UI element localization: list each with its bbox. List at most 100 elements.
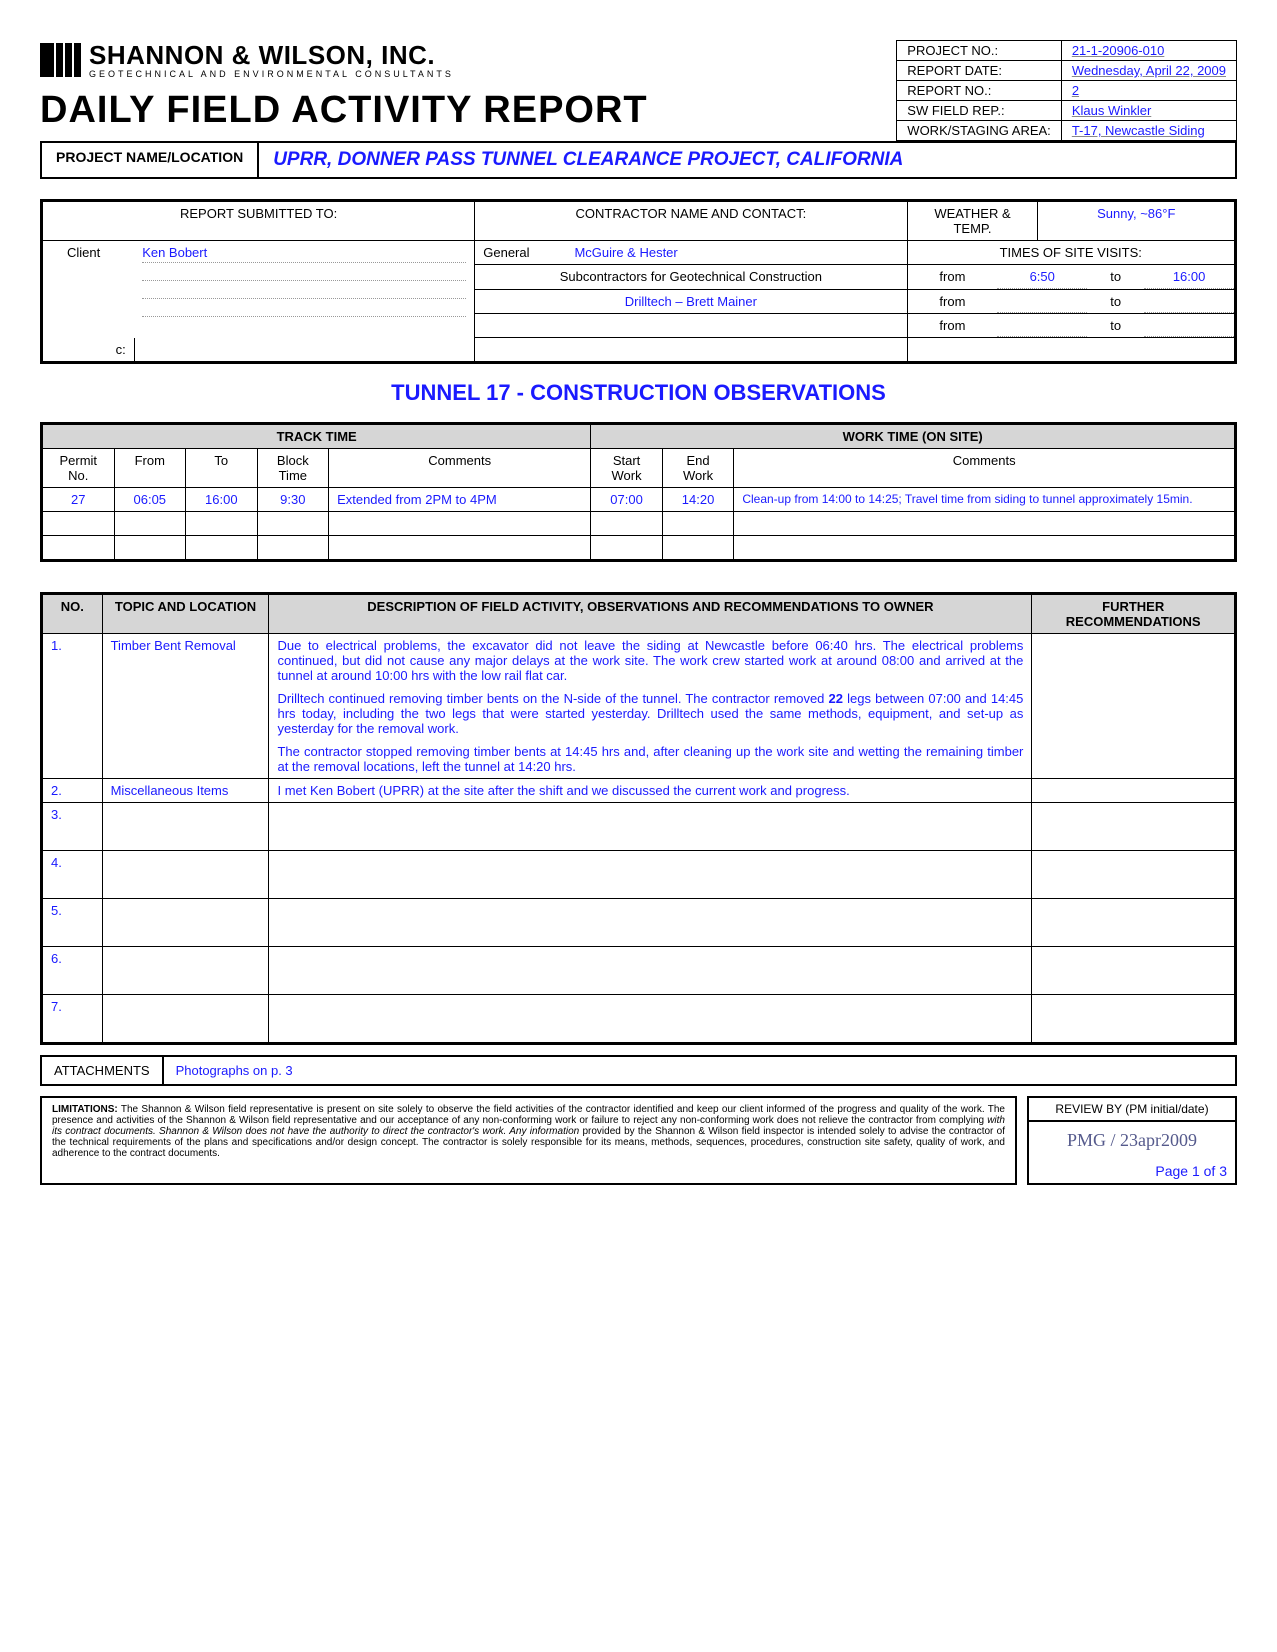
- cc-label: c:: [43, 338, 135, 362]
- attachments-value: Photographs on p. 3: [164, 1057, 1235, 1084]
- meta-label: WORK/STAGING AREA:: [897, 121, 1062, 141]
- review-box: REVIEW BY (PM initial/date) PMG / 23apr2…: [1027, 1096, 1237, 1185]
- company-logo-block: SHANNON & WILSON, INC. GEOTECHNICAL AND …: [40, 40, 876, 138]
- activity-no: 4.: [43, 850, 103, 898]
- client-label: Client: [67, 245, 126, 260]
- activity-topic: [102, 994, 269, 1042]
- col-from: From: [114, 448, 186, 487]
- visit-to-label: to: [1087, 265, 1144, 289]
- activity-desc: [269, 850, 1032, 898]
- meta-value: 21-1-20906-010: [1061, 41, 1236, 61]
- col-comments2: Comments: [734, 448, 1235, 487]
- activity-rec: [1032, 633, 1235, 778]
- activity-table-wrap: NO. TOPIC AND LOCATION DESCRIPTION OF FI…: [40, 592, 1237, 1045]
- activity-no: 1.: [43, 633, 103, 778]
- cell-comments2: Clean-up from 14:00 to 14:25; Travel tim…: [734, 487, 1235, 511]
- activity-rec: [1032, 994, 1235, 1042]
- report-title: DAILY FIELD ACTIVITY REPORT: [40, 89, 876, 132]
- visit-from-label: from: [908, 314, 998, 337]
- logo-icon: [40, 43, 81, 77]
- col-rec: FURTHER RECOMMENDATIONS: [1032, 594, 1235, 633]
- cell-block: 9:30: [257, 487, 329, 511]
- disclaimer-heading: LIMITATIONS:: [52, 1104, 118, 1115]
- activity-no: 6.: [43, 946, 103, 994]
- activity-desc: [269, 994, 1032, 1042]
- weather-value: Sunny, ~86°F: [1038, 202, 1235, 241]
- activity-rec: [1032, 898, 1235, 946]
- activity-topic: [102, 946, 269, 994]
- col-permit: Permit No.: [43, 448, 115, 487]
- review-label: REVIEW BY (PM initial/date): [1029, 1098, 1235, 1122]
- activity-desc: [269, 802, 1032, 850]
- col-desc: DESCRIPTION OF FIELD ACTIVITY, OBSERVATI…: [269, 594, 1032, 633]
- col-to: To: [186, 448, 258, 487]
- cell-permit: 27: [43, 487, 115, 511]
- sub-value: Drilltech – Brett Mainer: [475, 290, 907, 314]
- review-page: Page 1 of 3: [1029, 1159, 1235, 1183]
- company-subtitle: GEOTECHNICAL AND ENVIRONMENTAL CONSULTAN…: [89, 69, 454, 79]
- activity-topic: [102, 850, 269, 898]
- meta-label: REPORT DATE:: [897, 61, 1062, 81]
- visit-to: 16:00: [1144, 265, 1234, 289]
- activity-desc: I met Ken Bobert (UPRR) at the site afte…: [269, 778, 1032, 802]
- cell-start: 07:00: [591, 487, 663, 511]
- meta-label: PROJECT NO.:: [897, 41, 1062, 61]
- activity-topic: [102, 802, 269, 850]
- cell-comments1: Extended from 2PM to 4PM: [329, 487, 591, 511]
- visit-from: 6:50: [997, 265, 1087, 289]
- visits-label: TIMES OF SITE VISITS:: [907, 241, 1235, 265]
- company-name: SHANNON & WILSON, INC.: [89, 40, 454, 71]
- activity-topic: Miscellaneous Items: [102, 778, 269, 802]
- section-heading: TUNNEL 17 - CONSTRUCTION OBSERVATIONS: [40, 364, 1237, 422]
- col-topic: TOPIC AND LOCATION: [102, 594, 269, 633]
- activity-rec: [1032, 850, 1235, 898]
- cell-to: 16:00: [186, 487, 258, 511]
- attachments-label: ATTACHMENTS: [42, 1057, 164, 1084]
- info-block: REPORT SUBMITTED TO: CONTRACTOR NAME AND…: [40, 199, 1237, 364]
- col-end: End Work: [662, 448, 734, 487]
- work-time-label: WORK TIME (ON SITE): [591, 424, 1235, 448]
- attachments-row: ATTACHMENTS Photographs on p. 3: [40, 1055, 1237, 1086]
- activity-rec: [1032, 946, 1235, 994]
- project-line: PROJECT NAME/LOCATION UPRR, DONNER PASS …: [40, 141, 1237, 179]
- visit-from-label: from: [908, 290, 998, 313]
- meta-value: Klaus Winkler: [1061, 101, 1236, 121]
- activity-rec: [1032, 778, 1235, 802]
- col-block: Block Time: [257, 448, 329, 487]
- project-label: PROJECT NAME/LOCATION: [42, 143, 259, 177]
- meta-value: T-17, Newcastle Siding: [1061, 121, 1236, 141]
- meta-table: PROJECT NO.:21-1-20906-010 REPORT DATE:W…: [896, 40, 1237, 141]
- weather-label: WEATHER & TEMP.: [907, 202, 1038, 241]
- visit-from-label: from: [908, 265, 998, 289]
- activity-no: 7.: [43, 994, 103, 1042]
- cell-end: 14:20: [662, 487, 734, 511]
- contractor-label: CONTRACTOR NAME AND CONTACT:: [475, 202, 907, 241]
- visit-to-label: to: [1087, 314, 1144, 337]
- time-table-wrap: TRACK TIME WORK TIME (ON SITE) Permit No…: [40, 422, 1237, 562]
- review-value: PMG / 23apr2009: [1029, 1122, 1235, 1159]
- disclaimer: LIMITATIONS: The Shannon & Wilson field …: [40, 1096, 1017, 1185]
- col-no: NO.: [43, 594, 103, 633]
- general-label: General: [475, 241, 567, 265]
- activity-no: 5.: [43, 898, 103, 946]
- activity-rec: [1032, 802, 1235, 850]
- disclaimer-body: The Shannon & Wilson field representativ…: [52, 1104, 1005, 1159]
- activity-desc: Due to electrical problems, the excavato…: [269, 633, 1032, 778]
- meta-value: 2: [1061, 81, 1236, 101]
- activity-topic: Timber Bent Removal: [102, 633, 269, 778]
- activity-desc: [269, 946, 1032, 994]
- meta-label: SW FIELD REP.:: [897, 101, 1062, 121]
- meta-label: REPORT NO.:: [897, 81, 1062, 101]
- activity-no: 3.: [43, 802, 103, 850]
- project-value: UPRR, DONNER PASS TUNNEL CLEARANCE PROJE…: [259, 143, 1235, 177]
- col-comments1: Comments: [329, 448, 591, 487]
- general-value: McGuire & Hester: [566, 241, 907, 265]
- activity-topic: [102, 898, 269, 946]
- col-start: Start Work: [591, 448, 663, 487]
- activity-no: 2.: [43, 778, 103, 802]
- client-value: Ken Bobert: [142, 245, 466, 263]
- activity-desc: [269, 898, 1032, 946]
- meta-value: Wednesday, April 22, 2009: [1061, 61, 1236, 81]
- submitted-label: REPORT SUBMITTED TO:: [43, 202, 475, 241]
- cell-from: 06:05: [114, 487, 186, 511]
